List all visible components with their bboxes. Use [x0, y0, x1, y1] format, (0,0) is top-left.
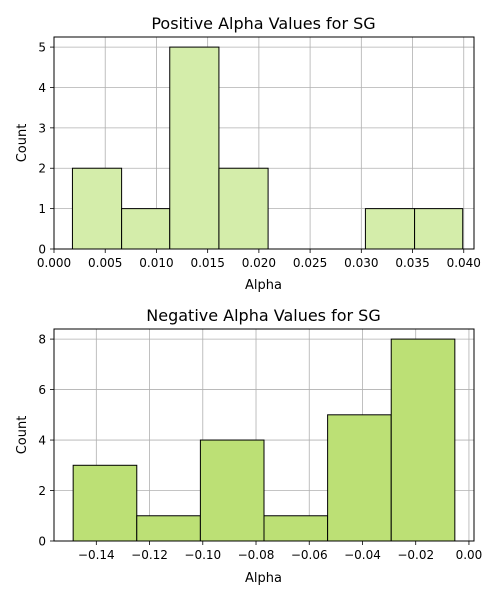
histogram-bar: [199, 439, 265, 542]
histogram-bar: [136, 515, 201, 542]
histogram-bar: [72, 464, 138, 542]
histogram-bar: [169, 46, 220, 250]
y-axis-label: Count: [15, 124, 30, 163]
x-tick-label: 0.010: [139, 256, 173, 270]
x-tick-label: 0.035: [395, 256, 429, 270]
y-tick-label: 1: [38, 202, 46, 216]
x-tick-label: −0.10: [184, 548, 221, 562]
histogram-bar: [327, 414, 392, 542]
y-tick-label: 2: [38, 484, 46, 498]
histogram-bar: [414, 208, 464, 250]
bars: [71, 46, 464, 250]
x-tick-label: 0.000: [37, 256, 71, 270]
x-ticks: 0.000 0.005 0.010 0.015 0.020 0.025 0.030 0.035…: [37, 249, 481, 270]
x-tick-label: 0.030: [344, 256, 378, 270]
x-tick-label: −0.06: [291, 548, 328, 562]
y-tick-label: 6: [38, 383, 46, 397]
y-tick-label: 4: [38, 81, 46, 95]
chart-title: Negative Alpha Values for SG: [146, 306, 380, 325]
x-axis-label: Alpha: [245, 278, 282, 293]
x-tick-label: −0.02: [397, 548, 434, 562]
y-tick-label: 2: [38, 162, 46, 176]
y-tick-label: 3: [38, 121, 46, 135]
y-tick-label: 8: [38, 333, 46, 347]
x-tick-label: −0.04: [344, 548, 381, 562]
histogram-bar: [364, 208, 416, 250]
x-tick-label: 0.00: [456, 548, 483, 562]
y-tick-label: 5: [38, 41, 46, 55]
histogram-bar: [390, 338, 456, 542]
histogram-bar: [263, 515, 329, 542]
x-tick-label: 0.005: [88, 256, 122, 270]
axes-frame: [53, 36, 475, 250]
x-tick-label: −0.12: [131, 548, 168, 562]
y-tick-label: 0: [38, 535, 46, 549]
positive-alpha-histogram: Positive Alpha Values for SG Alpha Count…: [15, 14, 481, 293]
histogram-bar: [71, 167, 123, 250]
x-tick-label: −0.08: [238, 548, 275, 562]
negative-alpha-histogram: Negative Alpha Values for SG Alpha Count…: [15, 306, 482, 586]
x-tick-label: 0.040: [447, 256, 481, 270]
bars: [72, 338, 456, 542]
histogram-bar: [218, 167, 269, 250]
x-tick-label: 0.025: [293, 256, 327, 270]
chart-title: Positive Alpha Values for SG: [151, 14, 375, 33]
x-tick-label: 0.020: [242, 256, 276, 270]
x-ticks: −0.14 −0.12 −0.10 −0.08 −0.06 −0.04 −0.02 0.00: [78, 541, 482, 562]
axes-frame: [53, 328, 475, 542]
y-ticks: 0 2 4 6 8: [38, 333, 54, 549]
y-tick-label: 0: [38, 243, 46, 257]
x-tick-label: 0.015: [190, 256, 224, 270]
y-ticks: 0 1 2 3 4 5: [38, 41, 54, 257]
histogram-bar: [121, 208, 171, 250]
x-tick-label: −0.14: [78, 548, 115, 562]
x-axis-label: Alpha: [245, 571, 282, 586]
y-axis-label: Count: [15, 416, 30, 455]
y-tick-label: 4: [38, 434, 46, 448]
